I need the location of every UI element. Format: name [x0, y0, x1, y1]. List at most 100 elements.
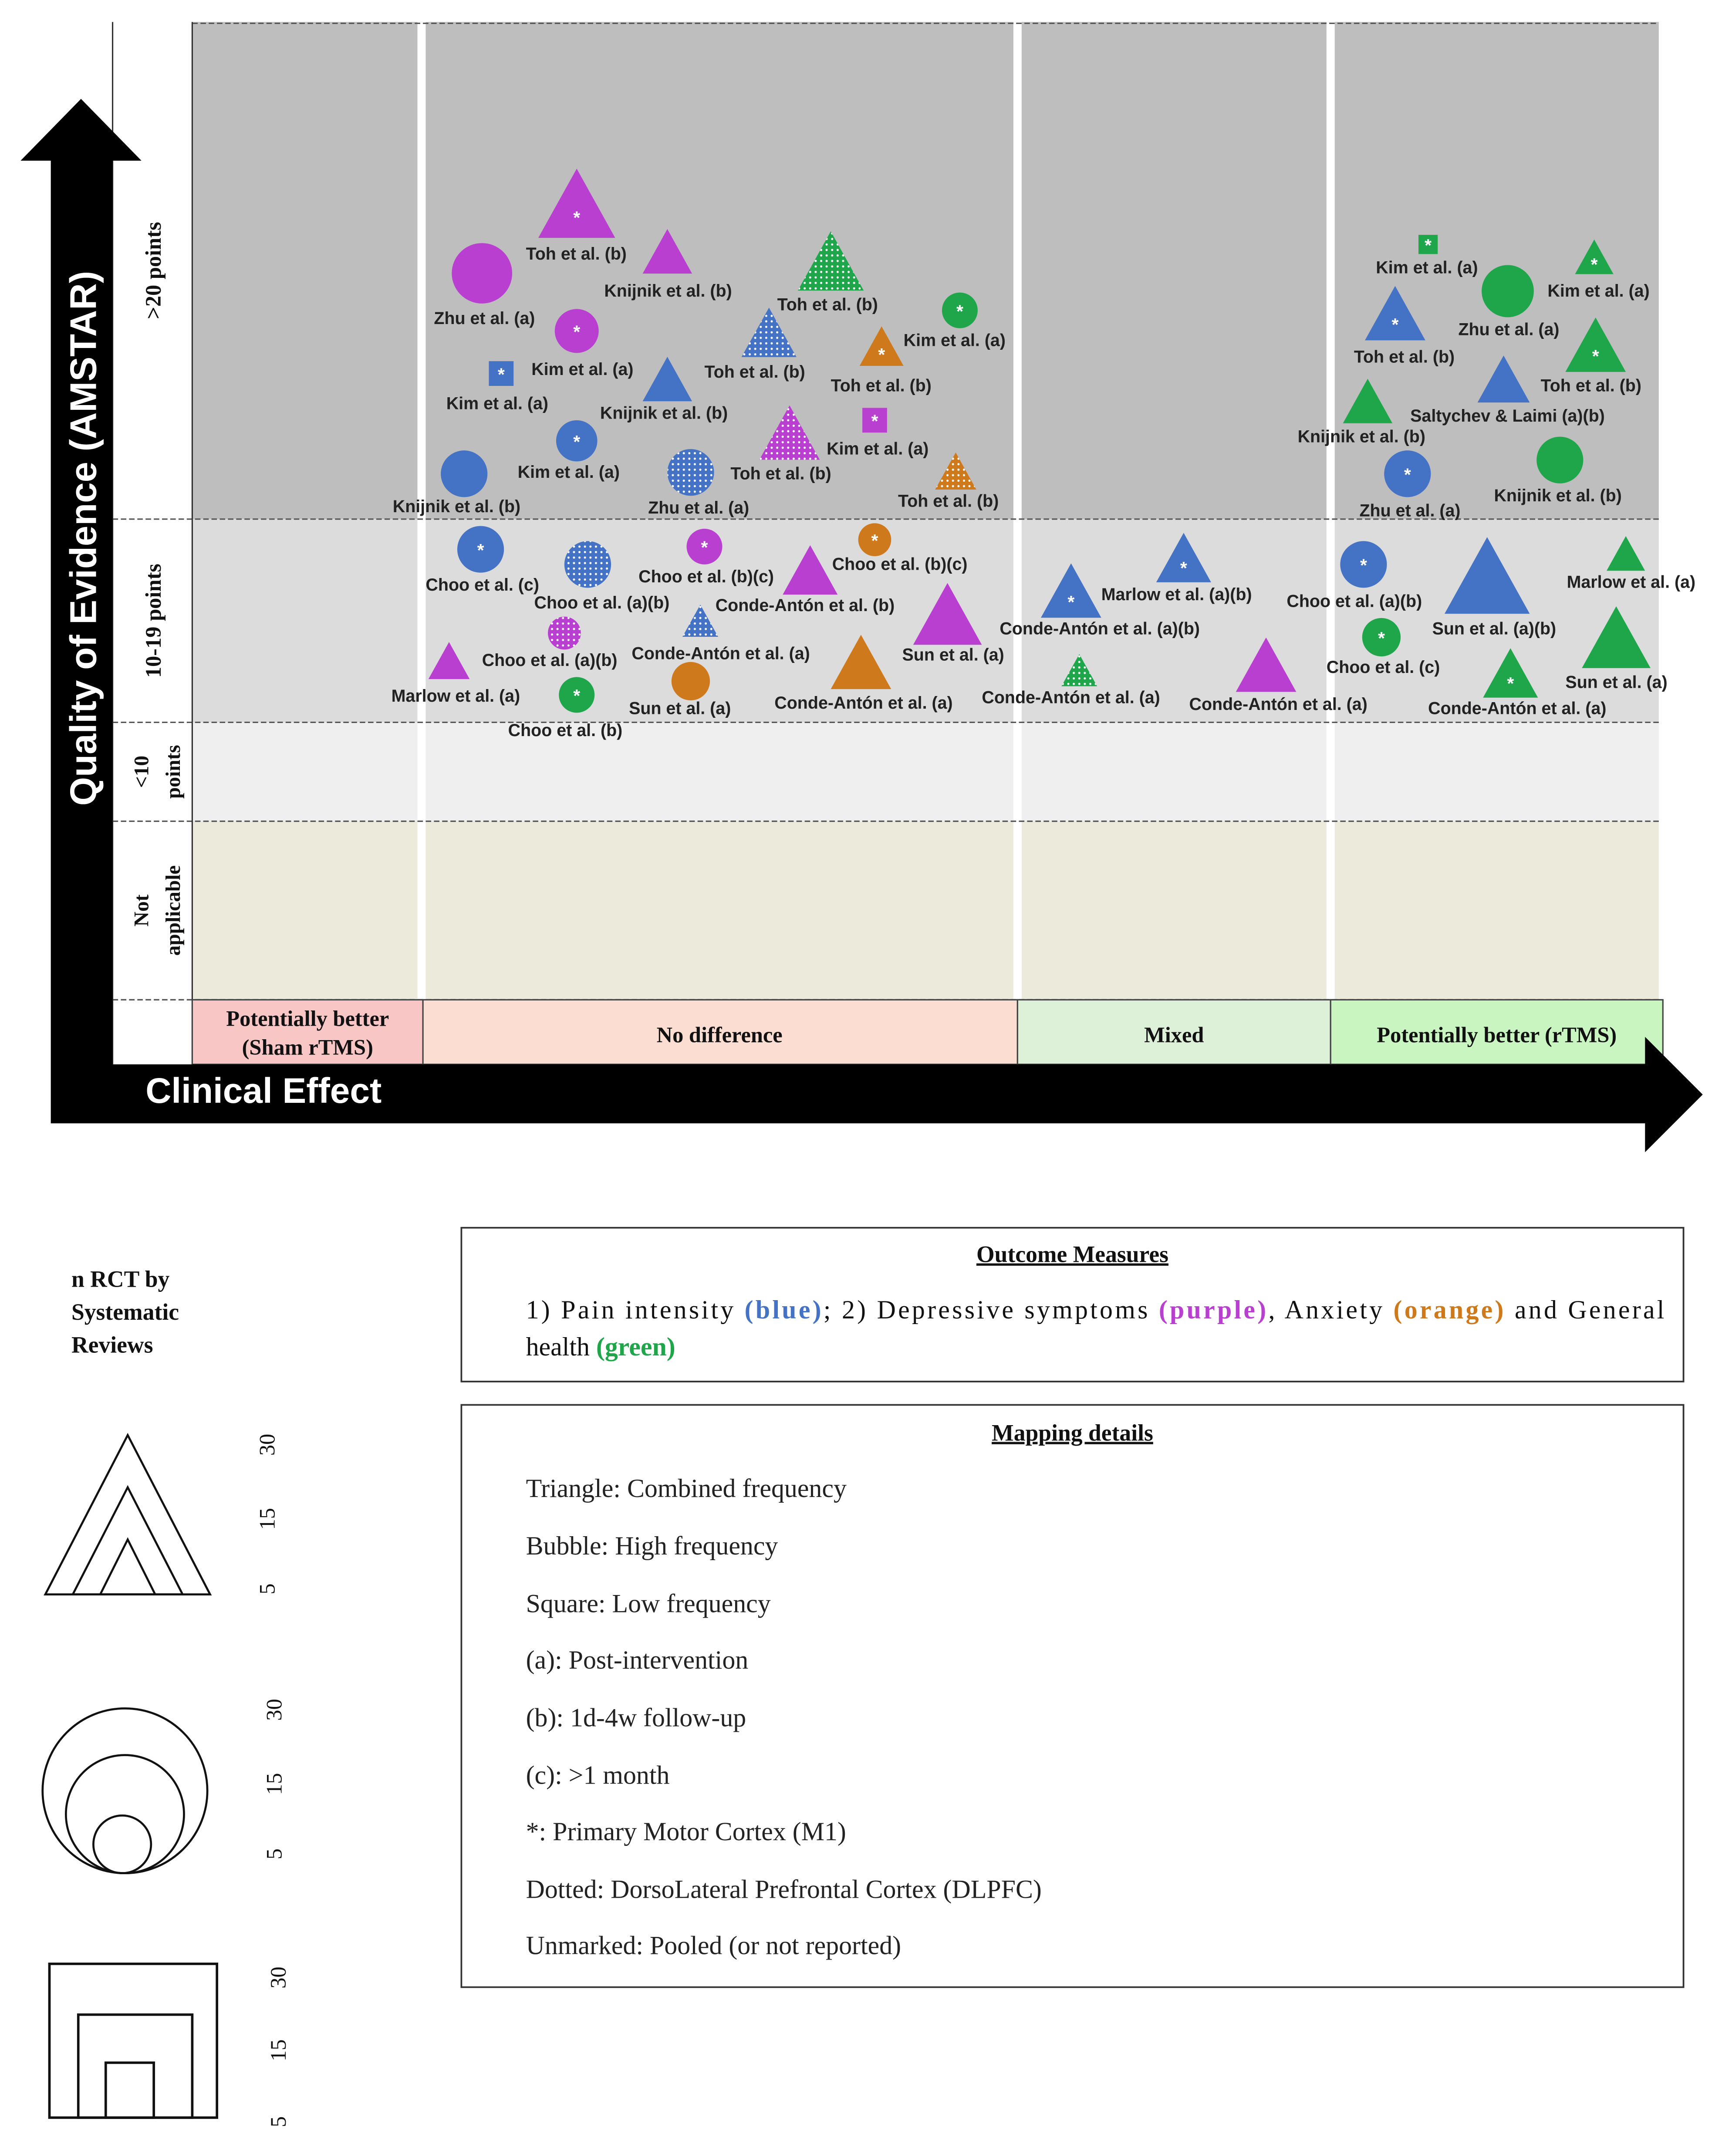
mapping-item-dlpfc: Dotted: DorsoLateral Prefrontal Cortex (…: [526, 1875, 1042, 1903]
tri-tick-30: 30: [255, 1434, 280, 1456]
markers-layer: * Toh et al. (b) Knijnik et al. (b) Zhu et …: [392, 169, 1695, 740]
marker-m1-star: *: [1591, 254, 1598, 274]
marker-bubble: [1362, 618, 1401, 657]
marker-m1-star: *: [871, 531, 878, 551]
marker-triangle: [1040, 563, 1101, 618]
marker-m1-star: *: [498, 364, 505, 384]
size-legend-title-1: n RCT by: [71, 1266, 170, 1292]
marker-triangle: [642, 229, 692, 274]
marker-dotted-overlay: [741, 308, 797, 357]
marker-1: Knijnik et al. (b): [604, 229, 732, 301]
outcome-line-2: health (green): [526, 1332, 675, 1361]
marker-square: [1418, 235, 1438, 254]
marker-label: Toh et al. (b): [831, 376, 932, 395]
marker-m1-star: *: [1404, 465, 1411, 485]
marker-20: * Toh et al. (b): [1541, 317, 1641, 395]
marker-45: Sun et al. (a): [1565, 606, 1668, 692]
marker-14: * Kim et al. (a): [827, 408, 929, 459]
marker-triangle: [1477, 355, 1530, 403]
marker-26: Choo et al. (a)(b): [534, 541, 669, 612]
marker-31: Conde-Antón et al. (a): [631, 605, 810, 663]
marker-triangle: [1365, 286, 1425, 341]
marker-label: Knijnik et al. (b): [1298, 427, 1425, 446]
mapping-item-triangle: Triangle: Combined frequency: [526, 1474, 847, 1503]
marker-bubble: [1384, 450, 1431, 497]
outcome-blue: (blue): [745, 1295, 821, 1324]
marker-34: * Choo et al. (b): [508, 677, 622, 740]
marker-label: Knijnik et al. (b): [393, 497, 520, 516]
marker-m1-star: *: [573, 432, 580, 452]
marker-35: Sun et al. (a): [629, 662, 731, 718]
legend-bubble-30: [41, 1707, 209, 1875]
marker-dotted-overlay: [682, 605, 719, 637]
row-bg-high: [192, 22, 1659, 519]
outcome-text-4: and General: [1506, 1295, 1665, 1324]
col-bg-sham: [191, 999, 424, 1065]
marker-label: Sun et al. (a): [902, 645, 1004, 665]
marker-label: Zhu et al. (a): [434, 309, 535, 328]
row-label-low: <10: [131, 756, 153, 788]
marker-m1-star: *: [956, 301, 963, 321]
outcome-purple: (purple): [1159, 1295, 1266, 1324]
marker-m1-star: *: [1425, 235, 1432, 255]
row-bg-mid: [192, 519, 1659, 723]
col-bg-rtms: [1330, 999, 1664, 1065]
marker-bubble: [1482, 265, 1534, 318]
marker-dotted-overlay: [759, 405, 820, 460]
marker-m1-star: *: [1391, 314, 1398, 335]
row-label-high: >20 points: [141, 222, 165, 319]
marker-m1-star: *: [878, 345, 885, 365]
marker-label: Kim et al. (a): [446, 394, 548, 413]
outcome-measures-box: Outcome Measures 1) Pain intensity (blue…: [460, 1227, 1685, 1382]
marker-bubble: [686, 528, 723, 564]
marker-24: Knijnik et al. (b): [1494, 436, 1622, 505]
marker-label: Sun et al. (a)(b): [1432, 619, 1557, 639]
marker-label: Sun et al. (a): [1565, 673, 1667, 692]
tri-tick-5: 5: [255, 1583, 280, 1594]
marker-triangle: [1565, 317, 1626, 372]
marker-10: Toh et al. (b): [704, 308, 805, 382]
sq-tick-30: 30: [266, 1967, 290, 1988]
marker-bubble: [858, 523, 891, 556]
marker-36: Conde-Antón et al. (a): [774, 635, 953, 713]
marker-label: Knijnik et al. (b): [1494, 486, 1621, 505]
marker-triangle: [1483, 648, 1538, 698]
marker-23: * Zhu et al. (a): [1359, 450, 1461, 520]
marker-15: Toh et al. (b): [898, 452, 999, 510]
marker-label: Marlow et al. (a)(b): [1101, 585, 1252, 604]
marker-11: Toh et al. (b): [730, 405, 831, 483]
col-label-sham-2: (Sham rTMS): [242, 1035, 373, 1060]
legend-square-5: [104, 2061, 155, 2119]
marker-label: Toh et al. (b): [777, 295, 878, 314]
marker-25: * Choo et al. (c): [425, 526, 539, 595]
marker-bubble: [554, 309, 599, 353]
marker-triangle: [831, 635, 891, 689]
mapping-box-title: Mapping details: [992, 1419, 1153, 1446]
marker-4: * Kim et al. (a): [446, 361, 548, 413]
marker-triangle: [783, 545, 838, 595]
marker-bubble: [457, 526, 504, 573]
marker-triangle: [1575, 239, 1614, 274]
mapping-item-b: (b): 1d-4w follow-up: [526, 1703, 746, 1732]
marker-22: Knijnik et al. (b): [1298, 378, 1425, 446]
column-labels: Potentially better (Sham rTMS) No differ…: [191, 999, 1664, 1065]
column-separators: [417, 22, 1335, 1000]
row-label-na: Not: [131, 894, 153, 926]
marker-m1-star: *: [1592, 346, 1599, 366]
marker-13: * Toh et al. (b): [831, 326, 932, 395]
marker-9: Toh et al. (b): [777, 231, 878, 314]
marker-2: Zhu et al. (a): [434, 243, 535, 328]
marker-41: * Choo et al. (a)(b): [1286, 541, 1422, 611]
bub-tick-5: 5: [262, 1848, 286, 1859]
plot-background: [192, 22, 1659, 1000]
marker-square: [862, 408, 887, 433]
marker-m1-star: *: [573, 686, 580, 706]
marker-label: Conde-Antón et al. (a): [982, 688, 1160, 707]
marker-label: Choo et al. (b)(c): [832, 554, 968, 574]
legend-triangle-5: [98, 1537, 157, 1595]
size-legend-title-3: Reviews: [71, 1332, 153, 1358]
marker-label: Toh et al. (b): [1541, 376, 1641, 395]
legend-triangle-30: [44, 1433, 212, 1595]
